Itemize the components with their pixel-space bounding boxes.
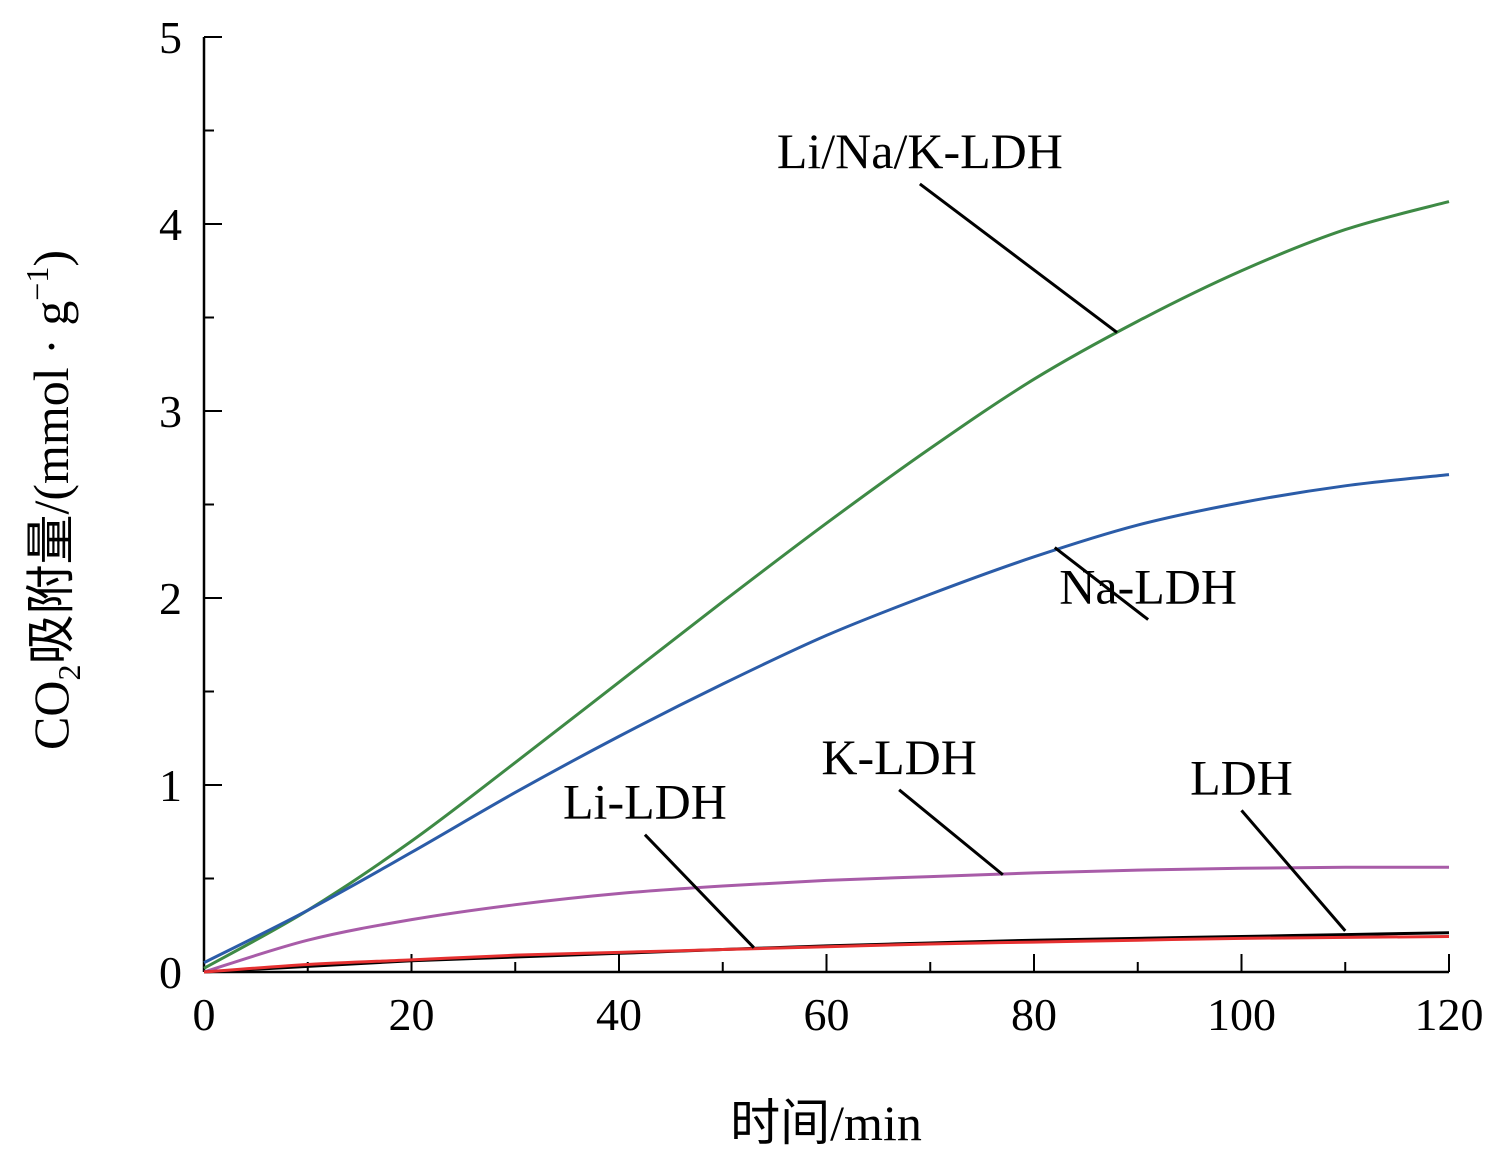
x-tick-label: 80 (1011, 989, 1057, 1040)
y-axis-title-prefix: CO (23, 681, 79, 750)
x-tick-label: 0 (193, 989, 216, 1040)
series-label-li-na-k-ldh: Li/Na/K-LDH (777, 123, 1063, 179)
y-tick-label: 5 (159, 12, 182, 63)
series-layer (203, 200, 1450, 974)
series-labels: Li/Na/K-LDH Na-LDH K-LDH LDH Li-LDH (563, 123, 1347, 949)
leader-line-li-ldh (643, 833, 755, 949)
y-axis-title-subscript: 2 (51, 665, 87, 681)
y-tick-label: 2 (159, 573, 182, 624)
x-tick-label: 60 (804, 989, 850, 1040)
y-axis-title-suffix: ) (23, 250, 79, 267)
x-tick-label: 40 (596, 989, 642, 1040)
series-line-na-ldh (203, 473, 1450, 964)
y-axis-title-middle: 吸附量/(mmol · g (23, 301, 79, 665)
y-tick-label: 3 (159, 386, 182, 437)
y-axis-title-superscript: −1 (19, 267, 55, 301)
y-tick-label: 1 (159, 760, 182, 811)
x-tick-label: 100 (1207, 989, 1276, 1040)
y-tick-label: 0 (159, 947, 182, 998)
leader-line-ldh (1240, 809, 1347, 932)
series-label-na-ldh: Na-LDH (1059, 559, 1237, 615)
y-axis-title: CO2吸附量/(mmol · g−1) (19, 250, 87, 750)
series-line-li-ldh (203, 934, 1450, 974)
series-label-k-ldh: K-LDH (821, 729, 977, 785)
series-label-ldh: LDH (1190, 749, 1293, 805)
x-tick-label: 120 (1415, 989, 1484, 1040)
y-tick-label: 4 (159, 199, 182, 250)
leader-line-li-na-k-ldh (918, 182, 1118, 334)
x-axis-title: 时间/min (730, 1095, 922, 1151)
leader-line-na-ldh (1053, 546, 1150, 621)
series-label-li-ldh: Li-LDH (563, 774, 727, 830)
axes: 0 20 40 60 80 100 120 0 1 2 3 4 5 (159, 12, 1484, 1040)
leader-line-k-ldh (898, 788, 1004, 876)
series-line-li-na-k-ldh (203, 200, 1450, 970)
series-line-k-ldh (203, 865, 1450, 974)
x-tick-label: 20 (389, 989, 435, 1040)
